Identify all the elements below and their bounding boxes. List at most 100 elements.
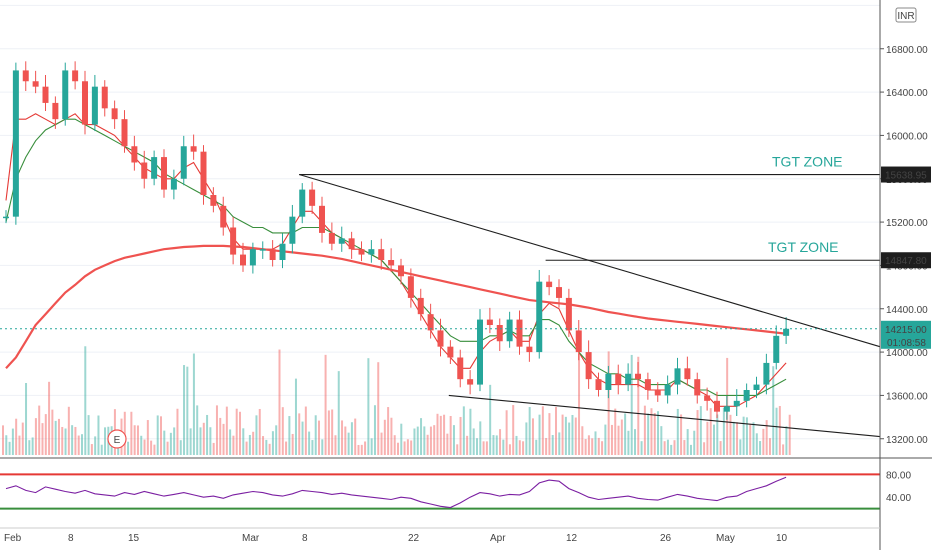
candle-body[interactable]: [417, 297, 424, 315]
candle-body[interactable]: [723, 406, 730, 412]
candle-body[interactable]: [457, 357, 464, 380]
volume-bar: [689, 444, 692, 455]
candle-body[interactable]: [52, 102, 59, 120]
candle-body[interactable]: [200, 151, 207, 195]
earnings-marker[interactable]: E: [107, 429, 127, 449]
price-candles[interactable]: [3, 61, 790, 420]
volume-bar: [713, 424, 715, 455]
volume-bar: [555, 407, 557, 455]
candle-body[interactable]: [536, 281, 543, 353]
trendlines[interactable]: [299, 173, 881, 438]
candle-body[interactable]: [694, 379, 701, 396]
volume-bar: [140, 435, 143, 455]
candle-body[interactable]: [279, 243, 286, 260]
volume-bar: [732, 421, 735, 455]
candle-body[interactable]: [368, 249, 375, 255]
candle-body[interactable]: [763, 362, 770, 385]
candle-body[interactable]: [249, 249, 256, 266]
candle-body[interactable]: [259, 249, 266, 251]
candle-body[interactable]: [328, 232, 335, 244]
candle-body[interactable]: [664, 384, 671, 396]
volume-bar: [51, 409, 54, 455]
candle-body[interactable]: [556, 287, 562, 298]
volume-bar: [245, 441, 248, 455]
candle-body[interactable]: [743, 390, 750, 401]
volume-bar: [225, 406, 228, 455]
candle-body[interactable]: [210, 195, 217, 206]
candle-body[interactable]: [190, 146, 197, 152]
candle-body[interactable]: [91, 86, 98, 125]
candle-body[interactable]: [506, 319, 513, 342]
candle-body[interactable]: [161, 157, 167, 190]
candle-body[interactable]: [585, 352, 592, 380]
volume-bar: [759, 441, 762, 455]
candle-body[interactable]: [358, 249, 365, 255]
candle-body[interactable]: [230, 227, 237, 255]
candle-body[interactable]: [131, 146, 138, 163]
volume-bar: [84, 346, 87, 455]
candle-body[interactable]: [644, 379, 651, 390]
candle-body[interactable]: [289, 216, 296, 244]
candle-body[interactable]: [565, 297, 572, 331]
volume-bar: [192, 353, 195, 455]
candle-body[interactable]: [141, 162, 148, 179]
candle-body[interactable]: [595, 379, 602, 390]
candle-body[interactable]: [704, 395, 711, 401]
candle-body[interactable]: [674, 368, 681, 385]
candle-body[interactable]: [783, 328, 790, 336]
candle-body[interactable]: [378, 249, 385, 260]
candle-body[interactable]: [575, 330, 582, 353]
candle-body[interactable]: [388, 260, 395, 266]
candle-body[interactable]: [319, 205, 325, 233]
candle-body[interactable]: [151, 157, 158, 179]
candle-body[interactable]: [3, 216, 9, 219]
candle-body[interactable]: [635, 373, 641, 380]
volume-bar: [5, 435, 8, 455]
candle-body[interactable]: [170, 178, 177, 190]
candle-body[interactable]: [605, 373, 612, 390]
candle-body[interactable]: [407, 276, 414, 298]
volume-bar: [571, 414, 574, 455]
candle-body[interactable]: [348, 238, 355, 250]
candle-body[interactable]: [32, 81, 39, 87]
volume-bar: [271, 431, 274, 455]
candle-body[interactable]: [240, 254, 246, 266]
candle-body[interactable]: [269, 249, 276, 260]
candle-body[interactable]: [299, 189, 306, 217]
candle-body[interactable]: [447, 346, 454, 358]
candle-body[interactable]: [486, 319, 493, 325]
candle-body[interactable]: [62, 70, 69, 120]
candle-body[interactable]: [437, 330, 444, 347]
candle-body[interactable]: [101, 86, 108, 109]
candle-body[interactable]: [684, 368, 691, 380]
lower-trendline[interactable]: [448, 394, 881, 438]
candle-body[interactable]: [398, 265, 404, 277]
candle-body[interactable]: [526, 346, 533, 353]
candle-body[interactable]: [496, 325, 503, 342]
candle-body[interactable]: [427, 314, 434, 331]
candle-body[interactable]: [111, 108, 118, 120]
candle-body[interactable]: [72, 70, 79, 82]
candle-body[interactable]: [516, 319, 523, 347]
candle-body[interactable]: [220, 205, 227, 228]
candle-body[interactable]: [180, 146, 187, 179]
candle-body[interactable]: [546, 281, 553, 288]
candle-body[interactable]: [654, 390, 661, 396]
candle-body[interactable]: [12, 70, 19, 217]
candle-body[interactable]: [773, 335, 780, 363]
candle-body[interactable]: [309, 189, 316, 206]
candle-body[interactable]: [625, 373, 632, 385]
candle-body[interactable]: [615, 373, 622, 385]
candle-body[interactable]: [82, 81, 88, 125]
candle-body[interactable]: [753, 384, 760, 390]
candle-body[interactable]: [733, 400, 740, 407]
candle-body[interactable]: [338, 238, 345, 244]
candle-body[interactable]: [477, 319, 483, 385]
candle-body[interactable]: [42, 86, 49, 103]
candle-body[interactable]: [467, 379, 474, 385]
candle-body[interactable]: [714, 400, 720, 412]
candle-body[interactable]: [121, 119, 128, 147]
candle-body[interactable]: [22, 70, 29, 82]
y-tick-label: 16000.00: [886, 131, 928, 142]
